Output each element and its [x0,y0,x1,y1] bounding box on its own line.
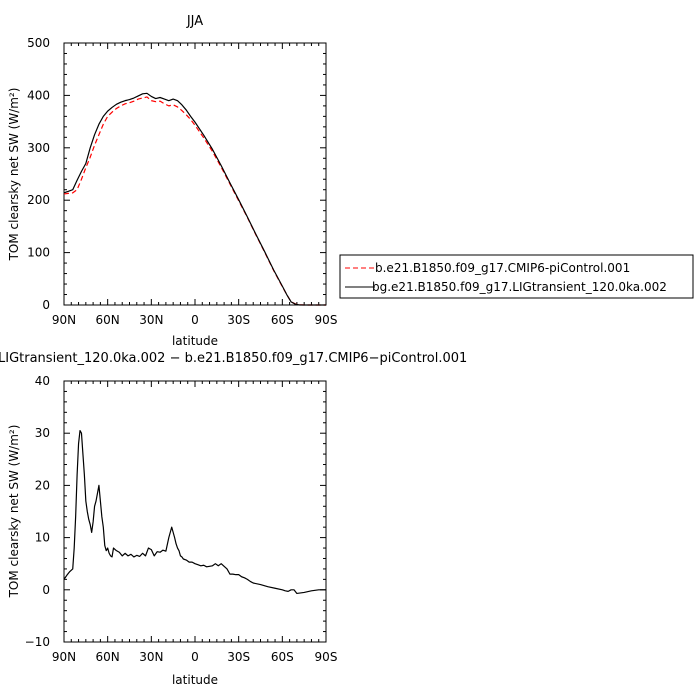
legend-label-transient: bg.e21.B1850.f09_g17.LIGtransient_120.0k… [372,280,667,294]
bottom-x-tick-label: 60N [96,650,120,664]
top-series-line-1 [63,92,326,306]
bottom-y-tick-label: 40 [35,374,50,388]
top-x-tick-label: 60S [271,313,294,327]
bottom-y-tick-label: 0 [42,583,50,597]
bottom-y-ticks: −10 0 10 20 30 40 [25,374,326,649]
top-x-tick-label: 90S [315,313,338,327]
bottom-y-tick-label: 20 [35,478,50,492]
bottom-series-line-0 [63,429,326,595]
top-y-tick-label: 200 [27,193,50,207]
top-plot-frame [63,42,327,306]
bottom-x-axis-label: latitude [172,673,218,687]
top-y-tick-label: 500 [27,36,50,50]
bottom-y-tick-label: 30 [35,426,50,440]
top-series-lines [63,92,326,306]
top-x-ticks: 90N 60N 30N 0 30S 60S 90S [52,43,338,327]
bottom-x-tick-label: 90N [52,650,76,664]
legend-box [339,254,694,299]
top-x-tick-label: 60N [96,313,120,327]
bottom-plot-frame [63,380,327,643]
top-y-tick-label: 100 [27,246,50,260]
top-y-tick-label: 300 [27,141,50,155]
bottom-x-ticks: 90N 60N 30N 0 30S 60S 90S [52,381,338,664]
top-x-tick-label: 30N [139,313,163,327]
bottom-x-tick-label: 30S [227,650,250,664]
top-series-line-0 [63,96,326,306]
legend-label-control: b.e21.B1850.f09_g17.CMIP6-piControl.001 [375,261,630,275]
top-y-axis-label: TOM clearsky net SW (W/m²) [7,88,21,262]
bottom-x-tick-label: 90S [315,650,338,664]
bottom-x-tick-label: 60S [271,650,294,664]
bottom-x-tick-label: 30N [139,650,163,664]
bottom-y-tick-label: −10 [25,635,50,649]
top-x-tick-label: 30S [227,313,250,327]
bottom-x-tick-label: 0 [191,650,199,664]
bottom-chart-title: LIGtransient_120.0ka.002 − b.e21.B1850.f… [0,351,467,366]
top-chart-title: JJA [186,14,203,29]
top-panel: JJA 90N 60N 30N 0 30S 60S 90S 0 100 200 300 400 500… [7,14,694,348]
top-x-tick-label: 90N [52,313,76,327]
top-y-tick-label: 400 [27,88,50,102]
bottom-y-tick-label: 10 [35,531,50,545]
top-y-ticks: 0 100 200 300 400 500 [27,36,326,312]
bottom-panel: LIGtransient_120.0ka.002 − b.e21.B1850.f… [0,351,467,687]
top-x-tick-label: 0 [191,313,199,327]
bottom-series-lines [63,429,326,595]
legend: b.e21.B1850.f09_g17.CMIP6-piControl.001 … [339,254,694,299]
top-x-axis-label: latitude [172,334,218,348]
bottom-y-axis-label: TOM clearsky net SW (W/m²) [7,425,21,599]
top-y-tick-label: 0 [42,298,50,312]
